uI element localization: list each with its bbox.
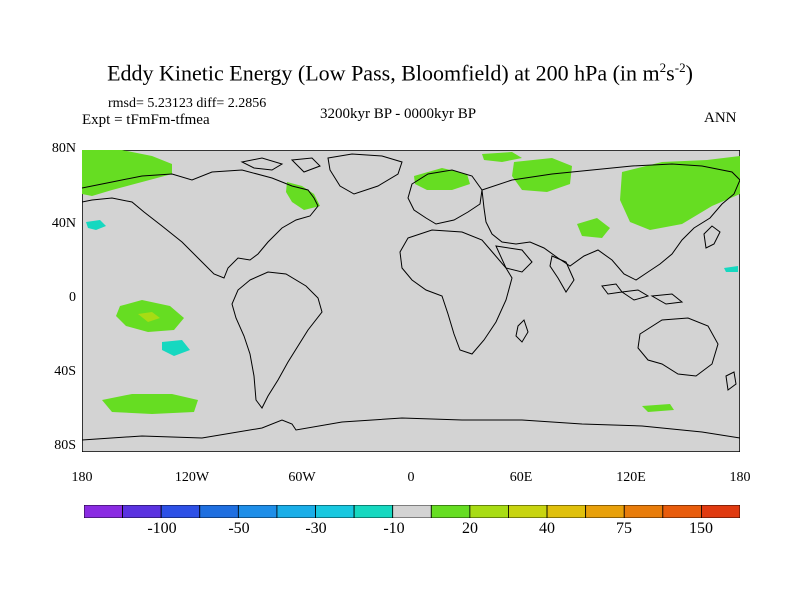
- lon-label: 0: [407, 470, 415, 485]
- colorbar-cell: [276, 505, 316, 518]
- region-south-pacific: [102, 394, 198, 414]
- coast-antarctica: [82, 417, 740, 441]
- colorbar: [84, 505, 740, 518]
- region-south-indian: [642, 404, 674, 412]
- colorbar-cell: [84, 505, 123, 518]
- lat-label: 40S: [54, 364, 76, 379]
- colorbar-label: -30: [305, 520, 327, 537]
- experiment-label: Expt = tFmFm-tfmea: [82, 112, 210, 128]
- coast-africa: [399, 229, 513, 355]
- colorbar-cell: [508, 505, 548, 518]
- region-cyan-wpac: [724, 266, 738, 272]
- lat-label: 40N: [51, 216, 76, 231]
- colorbar-cell: [160, 505, 201, 518]
- lon-label: 180: [729, 470, 751, 485]
- colorbar-cell: [623, 505, 664, 518]
- coast-europe: [407, 169, 483, 225]
- colorbar-cell: [353, 505, 394, 518]
- stats-text: rmsd= 5.23123 diff= 2.2856: [108, 96, 267, 111]
- coast-south-america: [231, 271, 323, 409]
- colorbar-cell: [662, 505, 702, 518]
- region-cyan-spac: [162, 340, 190, 356]
- region-siberia: [620, 156, 740, 230]
- region-labrador: [286, 182, 320, 210]
- colorbar-cell: [469, 505, 509, 518]
- region-greenland: [482, 152, 522, 162]
- lon-label: 60W: [288, 470, 316, 485]
- colorbar-cell: [546, 505, 587, 518]
- coast-india: [549, 255, 575, 293]
- lon-label: 60E: [509, 470, 533, 485]
- coast-greenland: [327, 153, 403, 195]
- lat-label: 80N: [51, 141, 76, 156]
- colorbar-cell: [392, 505, 432, 518]
- colorbar-label: 40: [539, 520, 555, 537]
- colorbar-label: 75: [616, 520, 632, 537]
- colorbar-cell: [701, 505, 740, 518]
- colorbar-label: -100: [147, 520, 177, 537]
- colorbar-cell: [430, 505, 471, 518]
- colorbar-cell: [585, 505, 625, 518]
- lon-label: 120W: [174, 470, 210, 485]
- colorbar-cell: [122, 505, 162, 518]
- coast-indonesia: [601, 283, 684, 305]
- coast-japan: [703, 225, 721, 249]
- coast-asia: [481, 163, 740, 281]
- coast-arctic-islands: [240, 157, 321, 173]
- region-pacific-core: [138, 312, 160, 322]
- colorbar-label: 20: [462, 520, 478, 537]
- colorbar-label: 150: [689, 520, 713, 537]
- coast-arabia: [495, 245, 533, 273]
- region-alaska: [82, 150, 172, 196]
- lat-label: 80S: [54, 438, 76, 453]
- colorbar-label: -10: [383, 520, 405, 537]
- colorbar-label: -50: [228, 520, 250, 537]
- world-map: [82, 150, 740, 452]
- colorbar-cell: [315, 505, 355, 518]
- lon-label: 180: [71, 470, 93, 485]
- region-cyan-npac: [86, 220, 106, 230]
- colorbar-cell: [199, 505, 239, 518]
- period-label: 3200kyr BP - 0000kyr BP: [320, 106, 477, 122]
- plot-title: Eddy Kinetic Energy (Low Pass, Bloomfiel…: [107, 60, 693, 86]
- anomaly-regions: [82, 150, 740, 414]
- lat-label: 0: [69, 290, 76, 305]
- region-central-asia: [577, 218, 610, 238]
- season-label: ANN: [704, 110, 737, 126]
- coast-australia: [637, 317, 719, 377]
- coast-madagascar: [515, 319, 529, 343]
- coast-north-america: [82, 169, 319, 279]
- lon-label: 120E: [616, 470, 646, 485]
- colorbar-cell: [237, 505, 278, 518]
- coastlines: [82, 153, 740, 441]
- coast-new-zealand: [725, 371, 737, 391]
